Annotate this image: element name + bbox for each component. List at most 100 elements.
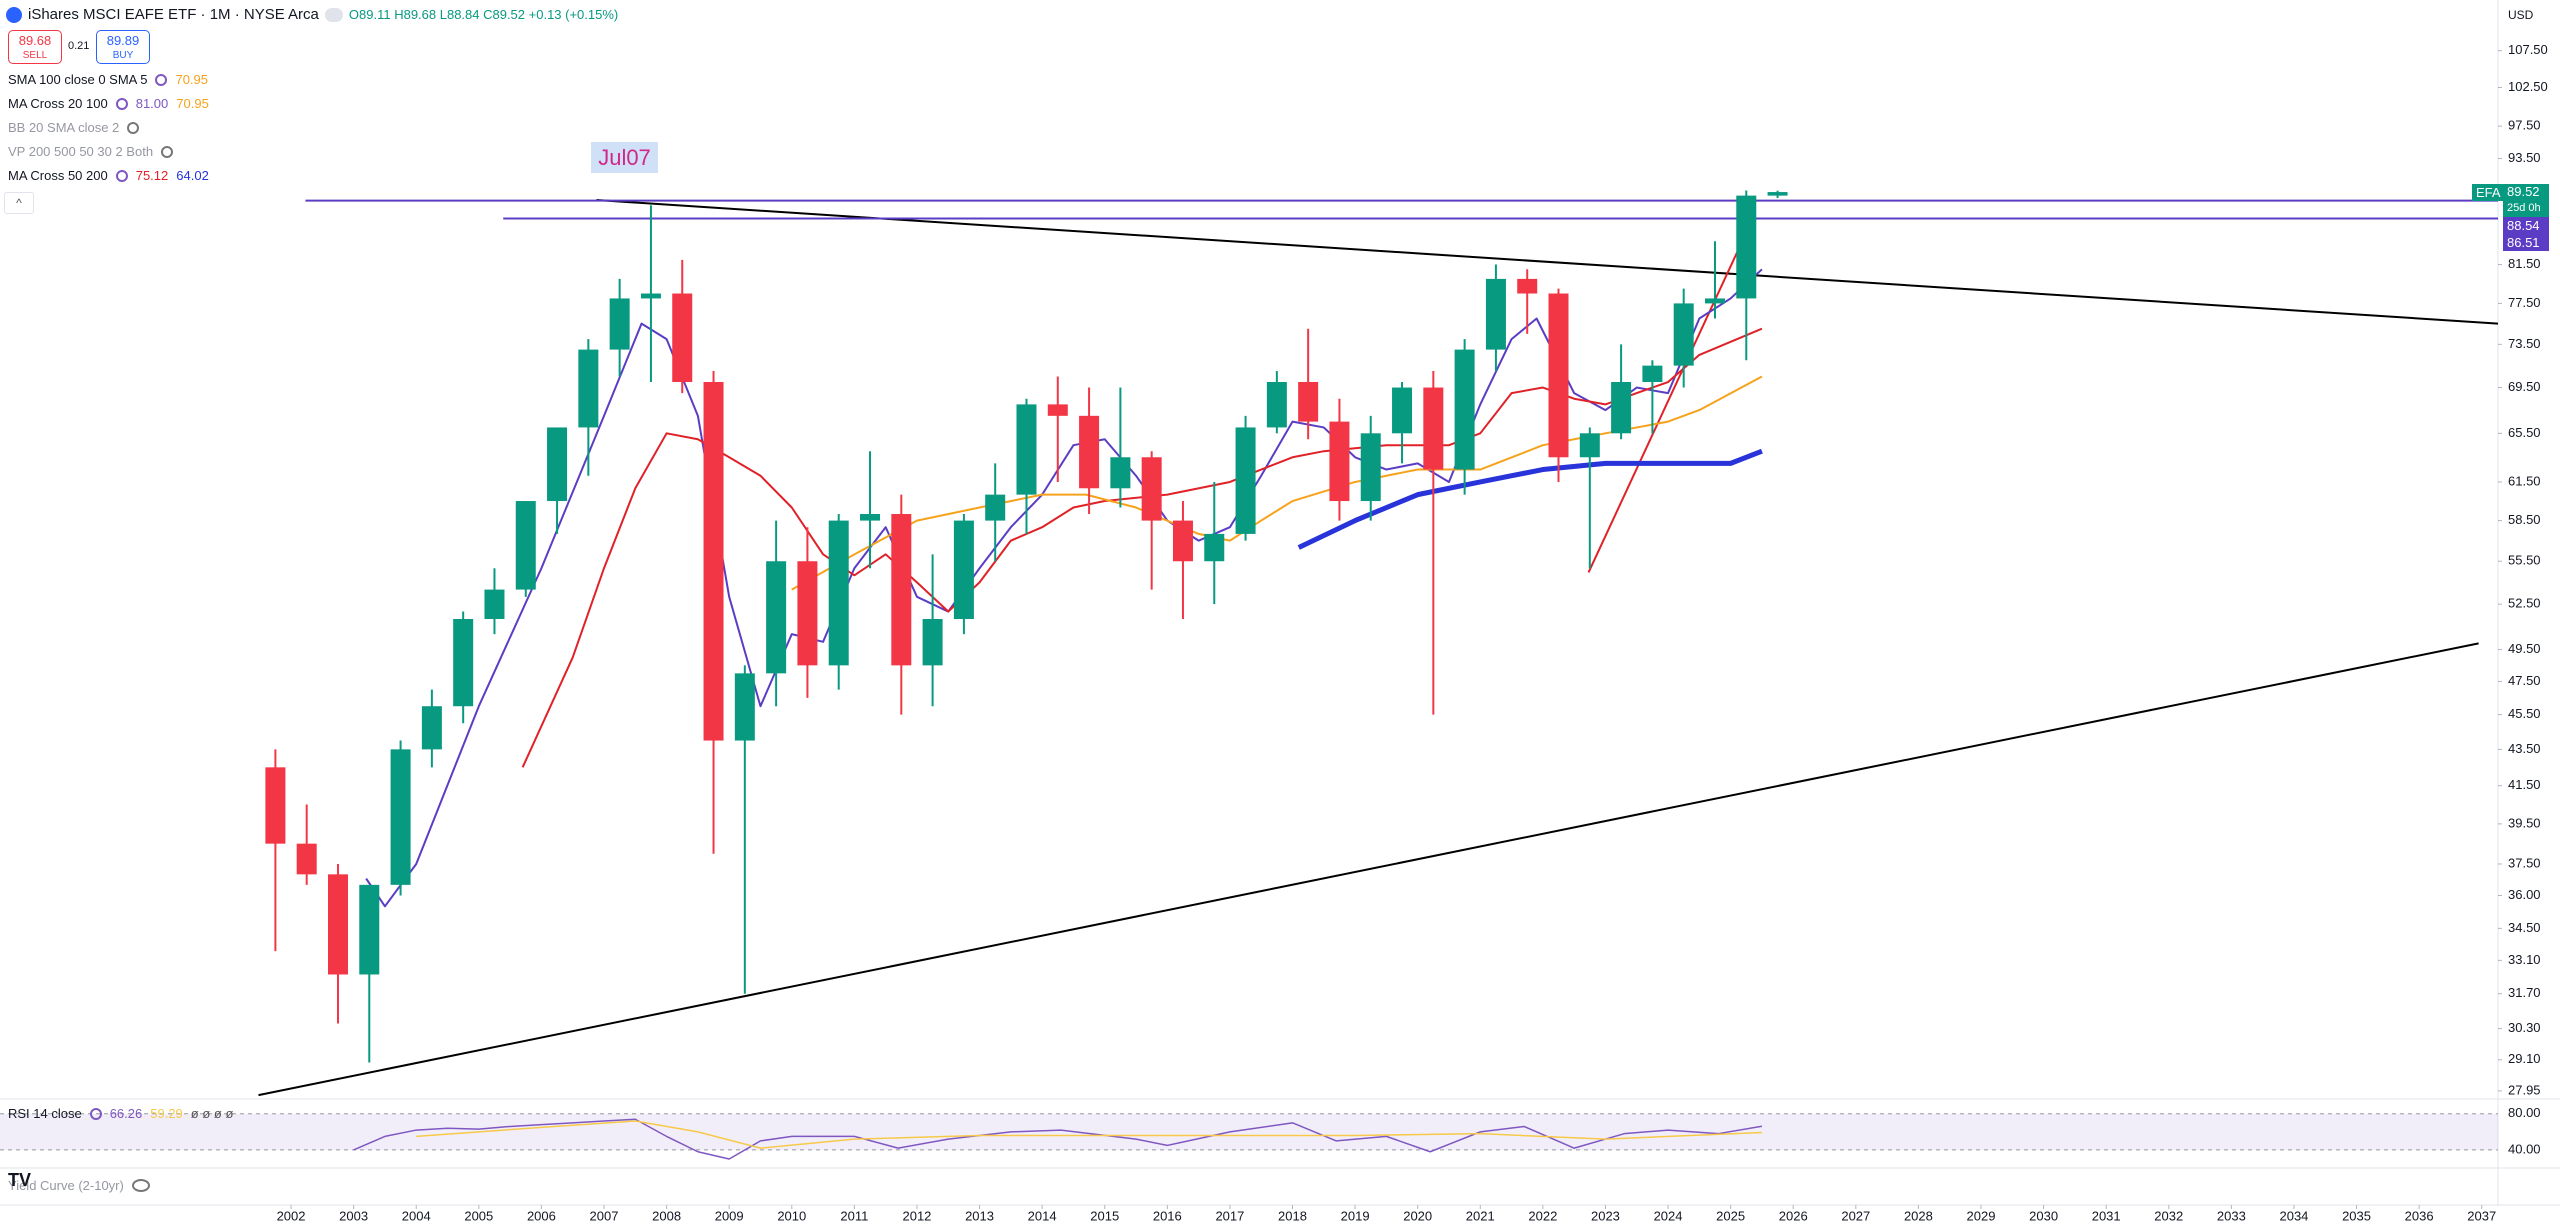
- y-tick-label: 43.50: [2508, 741, 2541, 756]
- legend-value: 70.95: [175, 72, 209, 87]
- menu-dot[interactable]: [324, 7, 343, 22]
- candle-body: [547, 427, 568, 502]
- settings-icon[interactable]: [89, 1107, 102, 1120]
- x-tick-label: 2017: [1215, 1208, 1244, 1223]
- symbol-icon: [6, 6, 22, 23]
- level-tag: 88.54: [2503, 217, 2549, 234]
- candle-body: [1298, 382, 1319, 422]
- y-tick-label: 47.50: [2508, 673, 2541, 688]
- y-tick-label: 49.50: [2508, 641, 2541, 656]
- candle-body: [703, 382, 724, 741]
- candle-body: [953, 520, 974, 620]
- candle-body: [640, 293, 661, 299]
- rsi-tick-label: 40.00: [2508, 1141, 2541, 1156]
- candle-body: [453, 619, 474, 707]
- candle-body: [1423, 387, 1444, 470]
- sell-label: SELL: [22, 50, 48, 61]
- visibility-icon[interactable]: [131, 1179, 150, 1192]
- x-tick-label: 2024: [1654, 1208, 1683, 1223]
- annotation-label[interactable]: Jul07: [591, 142, 658, 173]
- currency[interactable]: USD: [2508, 8, 2534, 22]
- sell-button[interactable]: 89.68 SELL: [8, 30, 62, 64]
- y-tick-label: 33.10: [2508, 952, 2541, 967]
- x-tick-label: 2028: [1904, 1208, 1933, 1223]
- x-tick-label: 2023: [1591, 1208, 1620, 1223]
- legend-label: SMA 100 close 0 SMA 5: [8, 72, 148, 87]
- x-tick-label: 2003: [339, 1208, 368, 1223]
- x-tick-label: 2007: [590, 1208, 619, 1223]
- symbol-title[interactable]: iShares MSCI EAFE ETF · 1M · NYSE Arca: [28, 6, 319, 23]
- x-tick-label: 2006: [527, 1208, 556, 1223]
- rsi-value: 66.26: [109, 1106, 143, 1121]
- candle-body: [1579, 433, 1600, 458]
- legend-label: VP 200 500 50 30 2 Both: [8, 144, 154, 159]
- legend-label: MA Cross 20 100: [8, 96, 108, 111]
- candle-body: [1485, 278, 1506, 350]
- settings-icon[interactable]: [115, 169, 128, 182]
- candle-body: [1110, 457, 1131, 489]
- buy-price: 89.89: [106, 33, 140, 48]
- candle-body: [1517, 278, 1538, 294]
- candle-body: [1360, 433, 1381, 502]
- y-tick-label: 27.95: [2508, 1082, 2541, 1097]
- x-tick-label: 2020: [1403, 1208, 1432, 1223]
- candle-body: [734, 673, 755, 741]
- candle-body: [359, 884, 380, 975]
- y-tick-label: 77.50: [2508, 295, 2541, 310]
- buy-button[interactable]: 89.89 BUY: [96, 30, 150, 64]
- candle-body: [1329, 421, 1350, 502]
- candle-body: [1392, 387, 1413, 434]
- x-tick-label: 2029: [1967, 1208, 1996, 1223]
- legend-label: BB 20 SMA close 2: [8, 120, 120, 135]
- candle-body: [922, 619, 943, 666]
- candle-body: [327, 874, 348, 975]
- x-tick-label: 2019: [1341, 1208, 1370, 1223]
- y-tick-label: 37.50: [2508, 855, 2541, 870]
- x-tick-label: 2013: [965, 1208, 994, 1223]
- candle-body: [609, 298, 630, 350]
- candle-body: [1704, 298, 1725, 304]
- candle-body: [1204, 533, 1225, 562]
- buy-label: BUY: [112, 50, 134, 61]
- collapse-button[interactable]: ^: [4, 192, 34, 214]
- y-tick-label: 81.50: [2508, 256, 2541, 271]
- x-tick-label: 2010: [777, 1208, 806, 1223]
- x-tick-label: 2022: [1528, 1208, 1557, 1223]
- visibility-icon[interactable]: [127, 121, 140, 134]
- candle-body: [1266, 382, 1287, 428]
- settings-icon[interactable]: [155, 73, 168, 86]
- visibility-icon[interactable]: [161, 145, 174, 158]
- moving-average: [365, 268, 1763, 908]
- y-tick-label: 29.10: [2508, 1051, 2541, 1066]
- x-tick-label: 2025: [1716, 1208, 1745, 1223]
- settings-icon[interactable]: [115, 97, 128, 110]
- legend-row: BB 20 SMA close 2: [8, 120, 140, 135]
- rsi-ma-value: 59.29: [150, 1106, 183, 1121]
- rsi-line: [353, 1118, 1763, 1160]
- trend-line: [258, 642, 2479, 1097]
- candle-body: [296, 843, 317, 875]
- x-tick-label: 2015: [1090, 1208, 1119, 1223]
- y-tick-label: 97.50: [2508, 118, 2541, 133]
- x-tick-label: 2026: [1779, 1208, 1808, 1223]
- candle-body: [1767, 192, 1788, 196]
- candle-body: [421, 706, 442, 750]
- y-tick-label: 41.50: [2508, 777, 2541, 792]
- candle-body: [515, 501, 536, 590]
- legend-row: MA Cross 20 100 81.00 70.95: [8, 96, 209, 111]
- yield-legend: Yield Curve (2-10yr): [8, 1178, 150, 1193]
- rsi-band: [0, 1113, 2498, 1150]
- y-tick-label: 61.50: [2508, 473, 2541, 488]
- candle-body: [390, 749, 411, 885]
- candle-body: [797, 561, 818, 666]
- x-tick-label: 2004: [402, 1208, 431, 1223]
- x-tick-label: 2012: [902, 1208, 931, 1223]
- ohlc: O89.11 H89.68 L88.84 C89.52 +0.13 (+0.15…: [348, 7, 619, 22]
- legend-value: 64.02: [176, 168, 209, 183]
- x-tick-label: 2037: [2467, 1208, 2496, 1223]
- logo: TV: [8, 1170, 32, 1190]
- y-tick-label: 69.50: [2508, 379, 2541, 394]
- y-tick-label: 52.50: [2508, 596, 2541, 611]
